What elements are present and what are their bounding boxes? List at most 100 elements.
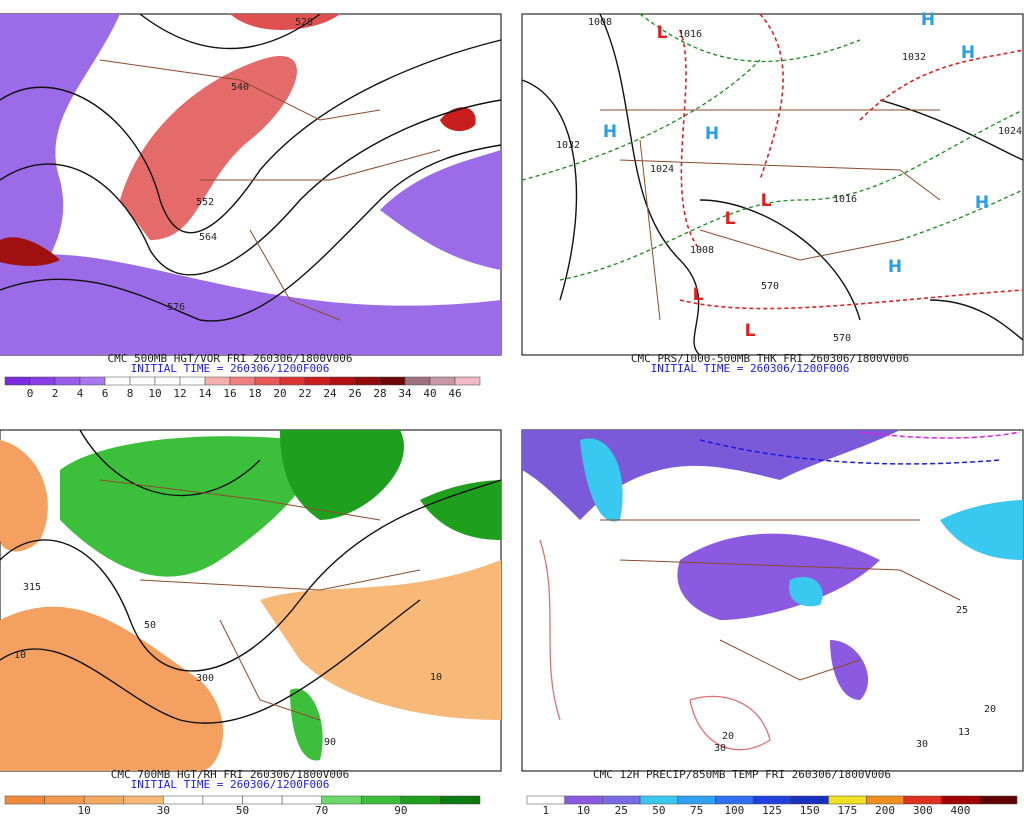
colorbar-swatch xyxy=(204,376,231,386)
colorbar-swatch xyxy=(254,376,281,386)
colorbar-swatch xyxy=(715,795,754,805)
colorbar-swatch xyxy=(903,795,942,805)
contour xyxy=(0,429,502,724)
colorbar-label: 150 xyxy=(800,804,820,817)
colorbar-swatch xyxy=(44,795,85,805)
isobar-label: 1024 xyxy=(998,126,1022,137)
dry-area xyxy=(0,440,48,552)
colorbar-swatch xyxy=(179,376,206,386)
caption: CMC PRS/1000-500MB THK FRI 260306/1800V0… xyxy=(631,352,909,365)
caption: CMC 700MB HGT/RH FRI 260306/1800V006 xyxy=(111,768,349,781)
panel-700mb: 315 10 300 50 90 10 CMC 700MB HGT/RH FRI… xyxy=(0,429,502,791)
high-marker: H xyxy=(705,124,719,144)
precip-area xyxy=(522,430,900,520)
colorbar-swatch xyxy=(400,795,441,805)
colorbar-label: 4 xyxy=(77,387,84,400)
contour xyxy=(0,144,502,322)
low-marker: L xyxy=(693,285,704,305)
panel-500mb: 528 540 552 564 576 CMC 500MB HGT/VOR FR… xyxy=(0,13,502,375)
colorbar-label: 70 xyxy=(315,804,328,817)
colorbar-swatch xyxy=(279,376,306,386)
contour-label: 30 xyxy=(916,739,928,750)
contour-label: 528 xyxy=(295,17,313,28)
colorbar-swatch xyxy=(752,795,792,805)
colorbar-label: 400 xyxy=(951,804,971,817)
colorbar-label: 26 xyxy=(348,387,361,400)
colorbar-label: 100 xyxy=(724,804,744,817)
vorticity-area xyxy=(0,237,60,266)
vorticity-area xyxy=(380,150,501,270)
colorbar-swatch xyxy=(564,795,603,805)
colorbar-label: 22 xyxy=(298,387,311,400)
moist-area xyxy=(60,436,313,577)
isobar-label: 1016 xyxy=(678,29,702,40)
panel-pressure: 1008 1016 1032 1024 1016 1008 570 570 10… xyxy=(521,10,1024,375)
colorbar-label: 40 xyxy=(423,387,436,400)
map-frame xyxy=(521,13,1024,356)
colorbar-label: 24 xyxy=(323,387,337,400)
isobar-label: 1032 xyxy=(902,52,926,63)
isobar-label: 1008 xyxy=(690,245,714,256)
precip-area xyxy=(830,640,869,700)
contour-label: 576 xyxy=(167,302,185,313)
colorbar-swatch xyxy=(404,376,431,386)
contour-label: 10 xyxy=(430,672,442,683)
colorbar-swatch xyxy=(123,795,164,805)
colorbar-swatch xyxy=(4,795,45,805)
colorbar-swatch xyxy=(4,376,31,386)
colorbar-swatch xyxy=(454,376,481,386)
colorbar-swatch xyxy=(429,376,456,386)
colorbar-swatch xyxy=(361,795,402,805)
colorbar-swatch xyxy=(83,795,124,805)
moist-area xyxy=(280,430,404,520)
colorbar-label: 1 xyxy=(543,804,550,817)
colorbar-swatch xyxy=(104,376,131,386)
high-marker: H xyxy=(603,122,617,142)
contour-label: 20 xyxy=(722,731,734,742)
colorbar-swatch xyxy=(54,376,81,386)
colorbar-swatch xyxy=(865,795,905,805)
colorbar-label: 300 xyxy=(913,804,933,817)
isobar-label: 1032 xyxy=(556,140,580,151)
moist-area xyxy=(290,688,323,761)
colorbar-label: 16 xyxy=(223,387,236,400)
vorticity-area xyxy=(0,254,501,355)
contour xyxy=(0,99,502,276)
colorbar-swatch xyxy=(154,376,181,386)
contour-label: 10 xyxy=(14,650,26,661)
colorbar-label: 14 xyxy=(198,387,212,400)
colorbar-swatch xyxy=(329,376,356,386)
contour-label: 25 xyxy=(956,605,968,616)
high-marker: H xyxy=(975,193,989,213)
colorbar-swatch xyxy=(677,795,716,805)
colorbar-label: 18 xyxy=(248,387,261,400)
colorbar-label: 34 xyxy=(398,387,412,400)
contour-label: 90 xyxy=(324,737,336,748)
colorbar-label: 75 xyxy=(690,804,703,817)
colorbar-swatch xyxy=(790,795,829,805)
border xyxy=(600,519,961,681)
initial-time: INITIAL TIME = 260306/1200F006 xyxy=(131,362,330,375)
colorbar-label: 12 xyxy=(173,387,186,400)
colorbar-swatch xyxy=(321,795,362,805)
temperature-contour xyxy=(699,439,1001,465)
colorbar-swatch xyxy=(163,795,204,805)
isobar-label: 1008 xyxy=(588,17,612,28)
colorbar-label: 10 xyxy=(148,387,161,400)
colorbar-swatch xyxy=(941,795,980,805)
colorbar-label: 10 xyxy=(577,804,590,817)
colorbar-label: 30 xyxy=(157,804,170,817)
colorbar-swatch xyxy=(979,795,1018,805)
colorbar-label: 8 xyxy=(127,387,134,400)
colorbar-label: 50 xyxy=(236,804,249,817)
contour-label: 315 xyxy=(23,582,41,593)
colorbar-swatch xyxy=(354,376,381,386)
colorbar-swatch xyxy=(29,376,56,386)
colorbar-label: 200 xyxy=(875,804,895,817)
colorbar-swatch xyxy=(242,795,283,805)
precip-area xyxy=(789,576,823,607)
isobar-label: 1024 xyxy=(650,164,674,175)
colorbar-label: 50 xyxy=(652,804,665,817)
